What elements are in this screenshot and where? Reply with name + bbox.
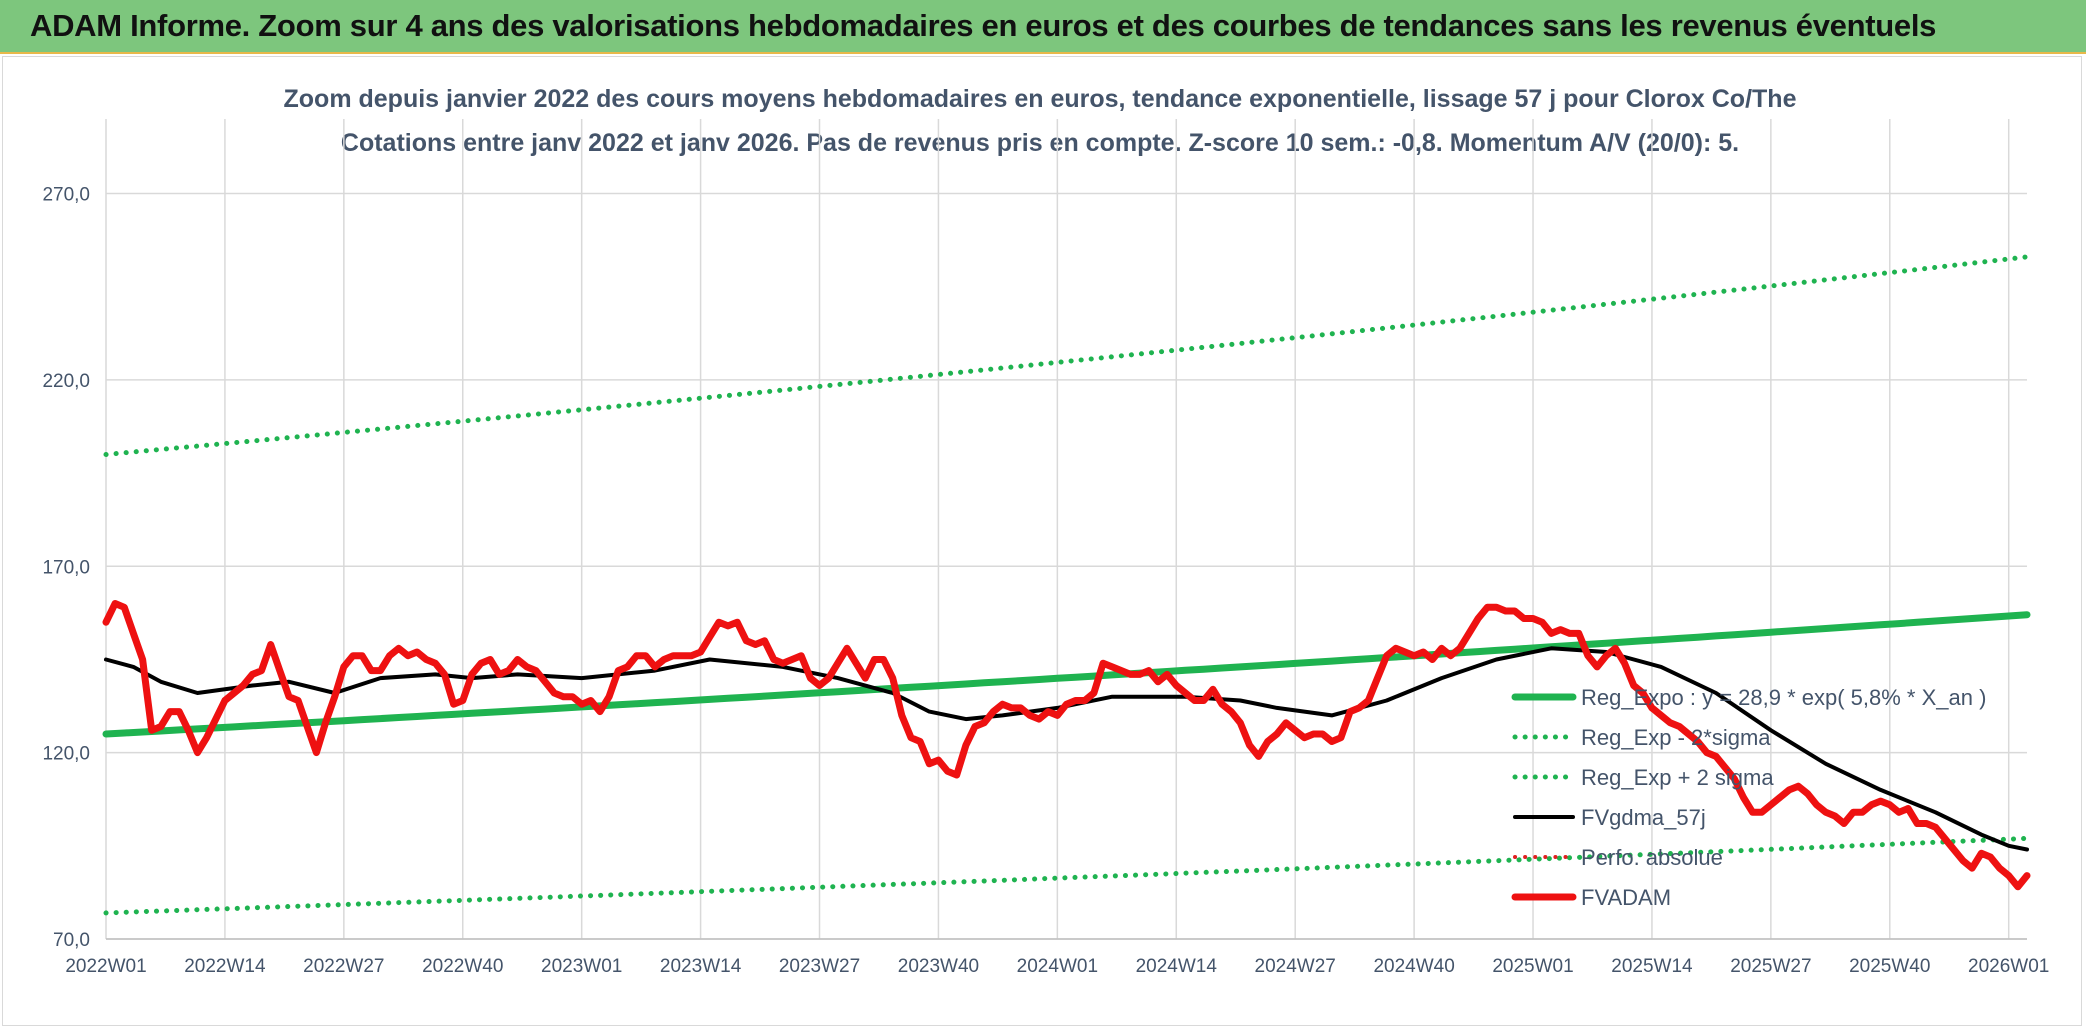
legend-label-2: Reg_Exp + 2 sigma [1581,765,1774,790]
banner-title: ADAM Informe. Zoom sur 4 ans des valoris… [30,8,1937,43]
x-tick-label: 2023W14 [660,956,742,977]
x-tick-label: 2025W14 [1611,956,1693,977]
x-tick-label: 2024W40 [1373,956,1454,977]
gridlines [105,119,2027,940]
x-tick-label: 2023W01 [541,956,622,977]
legend-label-5: FVADAM [1581,885,1671,910]
y-tick-label: 270,0 [42,185,90,206]
x-tick-label: 2024W01 [1017,956,1098,977]
x-tick-label: 2023W40 [898,956,979,977]
series-lines [102,254,2031,916]
y-tick-label: 70,0 [53,930,90,951]
x-tick-label: 2025W01 [1492,956,1573,977]
x-tick-label: 2022W01 [65,956,146,977]
x-tick-label: 2025W27 [1730,956,1811,977]
legend-label-0: Reg_Expo : y = 28,9 * exp( 5,8% * X_an ) [1581,685,1986,710]
legend-label-3: FVgdma_57j [1581,805,1706,830]
x-tick-label: 2022W14 [184,956,266,977]
legend-label-4: Perfo. absolue [1581,845,1723,870]
series-line-1 [103,835,2030,916]
y-tick-label: 170,0 [42,557,90,578]
x-tick-label: 2024W14 [1136,956,1218,977]
legend: Reg_Expo : y = 28,9 * exp( 5,8% * X_an )… [1511,685,1986,910]
x-tick-label: 2023W27 [779,956,860,977]
y-tick-label: 220,0 [42,371,90,392]
line-chart: Zoom depuis janvier 2022 des cours moyen… [42,85,2049,977]
banner: ADAM Informe. Zoom sur 4 ans des valoris… [0,0,2086,54]
x-tick-label: 2025W40 [1849,956,1930,977]
legend-label-1: Reg_Exp - 2*sigma [1581,725,1771,750]
series-line-0 [102,611,2031,738]
x-axis-ticks: 2022W01 2022W14 2022W27 2022W40 2023W01 2023W… [65,956,2049,977]
x-tick-label: 2022W27 [303,956,384,977]
y-axis-ticks: 70,0 120,0 170,0 220,0 270,0 [42,185,90,951]
series-line-5 [102,600,2031,891]
series-line-2 [103,254,2030,457]
x-tick-label: 2026W01 [1968,956,2049,977]
chart-title: Zoom depuis janvier 2022 des cours moyen… [284,85,1797,113]
chart-subtitle: Cotations entre janv 2022 et janv 2026. … [341,129,1739,157]
x-tick-label: 2024W27 [1255,956,1336,977]
y-tick-label: 120,0 [42,744,90,765]
x-tick-label: 2022W40 [422,956,503,977]
chart-frame: Zoom depuis janvier 2022 des cours moyen… [2,56,2082,1026]
